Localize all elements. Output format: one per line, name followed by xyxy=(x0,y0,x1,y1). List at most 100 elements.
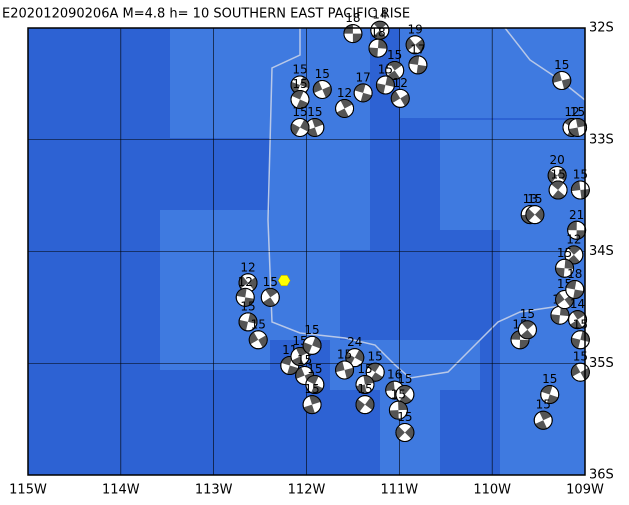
beachball xyxy=(533,410,553,430)
beachball-outline xyxy=(540,385,560,405)
beachball xyxy=(370,20,390,40)
compression-quadrant xyxy=(355,399,365,412)
compression-quadrant xyxy=(352,33,362,43)
depth-label: 15 xyxy=(573,317,588,331)
compression-quadrant xyxy=(239,275,249,289)
compression-quadrant xyxy=(258,335,268,348)
beachball xyxy=(260,287,280,307)
beachball-outline xyxy=(305,374,325,394)
depth-label: 15 xyxy=(292,77,307,91)
depth-label: 17 xyxy=(355,70,370,84)
beachball xyxy=(570,362,590,382)
depth-label: 12 xyxy=(393,76,408,90)
plate-boundary xyxy=(267,28,561,379)
compression-quadrant xyxy=(376,83,386,94)
beachball xyxy=(517,320,537,340)
beachball xyxy=(343,24,363,44)
depth-label: 15 xyxy=(397,410,412,424)
beachball xyxy=(365,362,385,382)
beachball xyxy=(388,400,408,420)
beachball xyxy=(565,279,585,299)
compression-quadrant xyxy=(571,364,581,377)
beachball xyxy=(525,205,545,225)
depth-label: 15 xyxy=(292,62,307,76)
beachball-outline xyxy=(302,395,322,415)
compression-quadrant xyxy=(570,319,583,329)
beachball xyxy=(305,374,325,394)
beachball xyxy=(302,335,322,355)
y-tick-label: 36S xyxy=(589,468,614,483)
compression-quadrant xyxy=(243,297,255,307)
compression-quadrant xyxy=(567,221,577,231)
depth-label: 20 xyxy=(550,153,565,167)
compression-quadrant xyxy=(400,93,410,107)
y-tick-label: 32S xyxy=(589,21,614,36)
beachball-outline xyxy=(533,410,553,430)
beachball-outline xyxy=(388,400,408,420)
depth-label: 13 xyxy=(523,192,538,206)
compression-quadrant xyxy=(550,314,560,325)
compression-quadrant xyxy=(408,55,420,65)
compression-quadrant xyxy=(335,361,345,373)
beachball xyxy=(408,55,428,75)
depth-label: 21 xyxy=(569,208,584,222)
x-tick-label: 109W xyxy=(566,483,604,498)
beachball xyxy=(248,330,268,350)
beachball-outline xyxy=(568,310,588,330)
beachball-outline xyxy=(408,55,428,75)
beachball xyxy=(395,423,415,443)
depth-label: 17 xyxy=(410,42,425,56)
compression-quadrant xyxy=(557,168,567,181)
beachball-outline xyxy=(570,362,590,382)
x-tick-label: 115W xyxy=(9,483,47,498)
depth-label: 15 xyxy=(397,372,412,386)
map-frame xyxy=(27,27,586,476)
beachball xyxy=(312,79,332,99)
beachball xyxy=(290,75,310,95)
beachball-outline xyxy=(368,38,388,58)
depth-label: 15 xyxy=(297,353,312,367)
compression-quadrant xyxy=(265,288,278,298)
beachball xyxy=(290,347,310,367)
beachball-outline xyxy=(290,347,310,367)
beachball-outline xyxy=(260,287,280,307)
compression-quadrant xyxy=(564,259,574,270)
compression-quadrant xyxy=(364,397,374,411)
compression-quadrant xyxy=(385,381,395,392)
compression-quadrant xyxy=(555,267,565,278)
compression-quadrant xyxy=(576,230,586,240)
beachball xyxy=(355,374,375,394)
beachball xyxy=(568,117,588,137)
compression-quadrant xyxy=(343,24,353,34)
compression-quadrant xyxy=(385,76,395,87)
beachball xyxy=(302,395,322,415)
depth-label: 15 xyxy=(570,105,585,119)
beachball-outline xyxy=(570,330,590,350)
y-tick-label: 33S xyxy=(589,132,614,147)
beachball xyxy=(390,88,410,108)
compression-quadrant xyxy=(519,339,530,349)
beachball-outline xyxy=(525,205,545,225)
beachball-outline xyxy=(235,287,255,307)
depth-label: 18 xyxy=(370,26,385,40)
x-tick-label: 112W xyxy=(288,483,326,498)
compression-quadrant xyxy=(391,90,401,104)
compression-quadrant xyxy=(571,181,581,192)
y-tick-label: 34S xyxy=(589,244,614,259)
depth-label: 15 xyxy=(554,58,569,72)
beachball-outline xyxy=(335,98,355,118)
compression-quadrant xyxy=(336,108,349,118)
compression-quadrant xyxy=(398,401,408,411)
compression-quadrant xyxy=(367,363,381,373)
beachball-outline xyxy=(552,71,572,91)
depth-label: 24 xyxy=(347,335,362,349)
compression-quadrant xyxy=(404,426,414,439)
beachball-outline xyxy=(517,320,537,340)
compression-quadrant xyxy=(573,289,584,299)
x-tick-label: 113W xyxy=(195,483,233,498)
depth-label: 15 xyxy=(573,168,588,182)
depth-label: 15 xyxy=(557,246,572,260)
beachball-outline xyxy=(302,335,322,355)
compression-quadrant xyxy=(568,127,580,137)
depth-label: 15 xyxy=(520,307,535,321)
